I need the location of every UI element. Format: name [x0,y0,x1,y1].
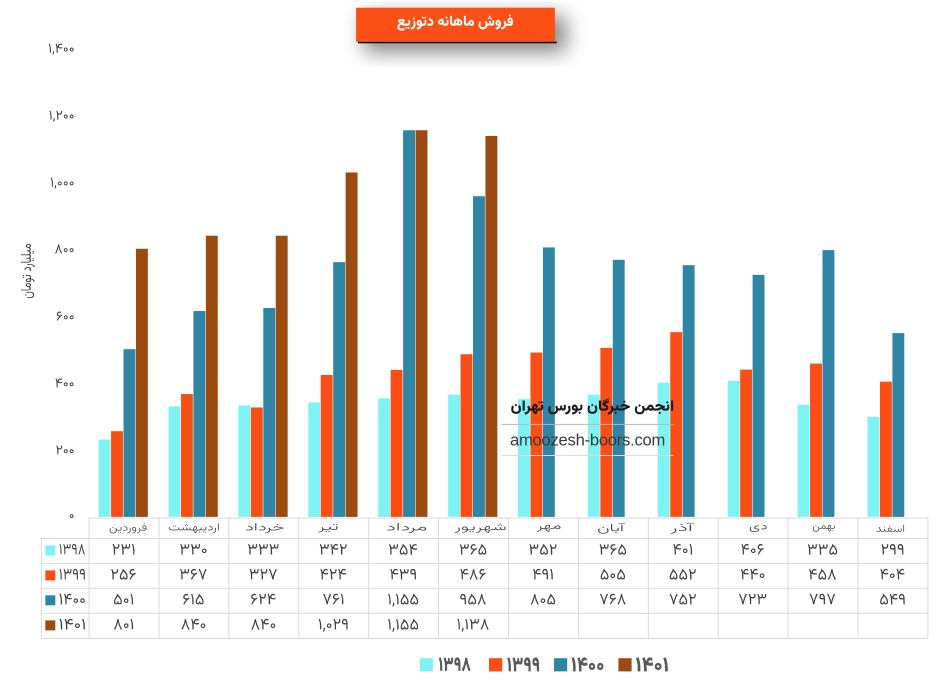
svg-text:amoozesh-boors.com: amoozesh-boors.com [510,430,665,449]
